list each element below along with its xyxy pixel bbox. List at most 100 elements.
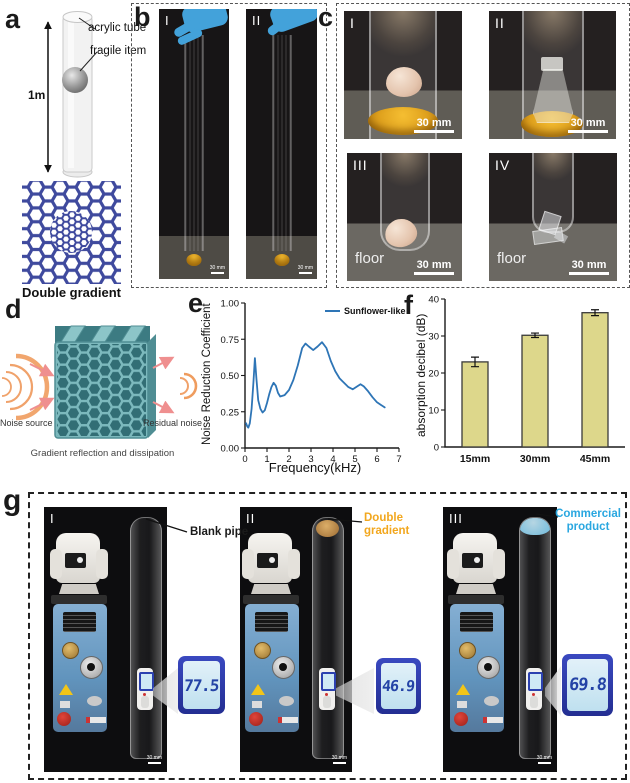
sound-meter-handle (141, 696, 149, 708)
scale-bar: 30 mm (414, 258, 454, 275)
blank-pipe-annotation: Blank pipe (190, 526, 249, 538)
machine-nameplate (63, 612, 96, 632)
yellow-absorber (186, 254, 202, 266)
tube-shape (184, 35, 204, 251)
x-tick-label: 6 (374, 454, 379, 465)
double-gradient-annotation: Double gradient (364, 512, 410, 537)
y-tick-label: 1.00 (221, 299, 240, 310)
incident-arrows (29, 363, 55, 411)
panel-a-caption: Double gradient (22, 285, 121, 300)
x-tick-label: 4 (330, 454, 335, 465)
machine-body (53, 604, 107, 732)
machine-oval-fitting (279, 696, 294, 706)
scale-bar: 30 mm (414, 116, 454, 133)
category-label: 45mm (580, 453, 610, 465)
panel-d-label: d (5, 294, 22, 324)
machine-chip (457, 701, 467, 708)
sound-meter (137, 668, 154, 710)
panel-g-box: I 30 mm (28, 492, 627, 780)
panel-a-label: a (5, 4, 21, 34)
noise-machine (447, 533, 509, 733)
y-tick-label: 0.00 (221, 444, 240, 455)
egg (386, 67, 422, 97)
panel-f-label: f (404, 290, 413, 320)
panel-a-schematic (22, 11, 121, 284)
machine-brass-fitting (62, 642, 79, 659)
scale-bar: 30 mm (569, 259, 609, 275)
y-tick-label: 40 (428, 295, 439, 306)
decibel-display-3: 69.8 (562, 654, 613, 716)
machine-lobe (96, 549, 108, 579)
machine-lobe (50, 549, 62, 579)
machine-control-panel (462, 553, 483, 568)
scale-bar-text: 30 mm (416, 258, 452, 271)
scale-bar-text: 30 mm (416, 116, 452, 129)
y-tick-label: 0 (434, 443, 439, 454)
photo-label: III (353, 157, 368, 173)
double-gradient-plug (316, 520, 339, 537)
panel-c-photo-3: III floor 30 mm (347, 153, 462, 281)
machine-tag (86, 717, 106, 723)
scale-bar-text: 30 mm (536, 755, 552, 761)
double-gradient-honeycomb (22, 181, 121, 284)
machine-nameplate (255, 612, 288, 632)
commercial-product-cap (520, 518, 550, 535)
machine-control-panel (65, 553, 86, 568)
machine-brass-fitting (459, 642, 476, 659)
machine-collar (251, 584, 291, 594)
gradient-block (54, 325, 156, 439)
axes (244, 303, 399, 449)
panel-c-label: c (318, 2, 334, 32)
panel-g-photo-1: I 30 mm (44, 507, 167, 772)
residual-noise-waves (179, 372, 198, 400)
nrc-curve (245, 341, 386, 429)
machine-oval-fitting (87, 696, 102, 706)
lcd-screen: 77.5 (183, 661, 220, 709)
blank-pipe-shape (130, 517, 162, 759)
decibel-reading: 46.9 (381, 677, 416, 695)
y-tick-label: 10 (428, 406, 439, 417)
legend-label: Sunflower-like (344, 306, 406, 316)
drop-height-label: 1m (28, 88, 46, 102)
floor-label: floor (497, 250, 527, 267)
machine-lobe (242, 549, 254, 579)
x-tick-label: 5 (352, 454, 357, 465)
error-bar (591, 309, 599, 317)
absorption-bar-chart: 0 10 20 30 40 15mm 30mm 45mm (428, 295, 625, 465)
photo-label: III (449, 511, 463, 526)
x-tick-label: 0 (242, 454, 247, 465)
panel-b-box: I 30 mm II 30 mm (131, 3, 327, 288)
machine-body (450, 604, 504, 732)
y-tick-label: 30 (428, 332, 439, 343)
machine-red-knob (454, 712, 468, 726)
machine-tag (483, 717, 503, 723)
machine-lobe (447, 549, 459, 579)
scale-bar: 30 mm (298, 266, 313, 274)
legend-line-swatch (325, 310, 340, 312)
machine-control-panel (257, 553, 278, 568)
panel-c-photo-4: IV floor 30 mm (489, 153, 617, 281)
scale-bar-text: 30 mm (146, 755, 162, 761)
scale-bar: 30 mm (147, 756, 162, 764)
machine-clamp (243, 595, 299, 604)
sound-meter-handle (323, 696, 331, 708)
transmitted-arrows (152, 356, 175, 414)
scale-bar: 30 mm (332, 756, 347, 764)
bar-45mm (581, 312, 609, 448)
panel-g-photo-3: III 30 mm (443, 507, 557, 772)
residual-noise-label: Residual noise (143, 418, 203, 428)
acrylic-tube-leader-line (78, 17, 96, 30)
machine-brass-fitting (254, 642, 271, 659)
machine-chip (60, 701, 70, 708)
panel-e-label: e (188, 288, 204, 318)
machine-nameplate (460, 612, 493, 632)
photo-label: II (495, 15, 505, 31)
fragile-item-annotation: fragile item (90, 45, 147, 57)
sound-meter-button (325, 693, 328, 696)
sound-meter-handle (530, 696, 538, 708)
machine-chip (252, 701, 262, 708)
commercial-product-pipe-shape (519, 517, 551, 759)
scale-bar-text: 30 mm (331, 755, 347, 761)
machine-lobe (288, 549, 300, 579)
warning-triangle-icon (251, 684, 265, 695)
